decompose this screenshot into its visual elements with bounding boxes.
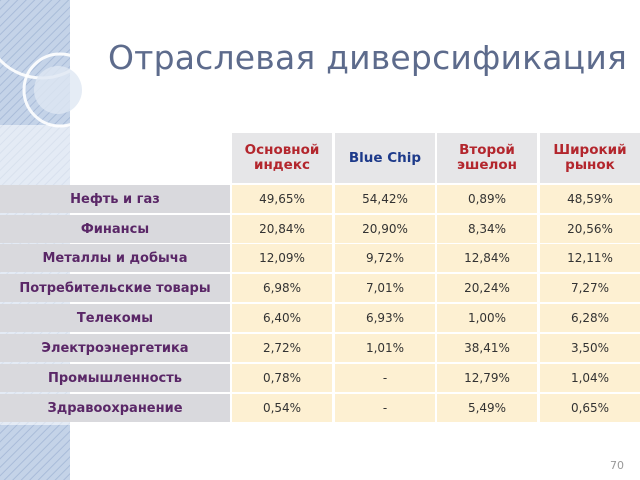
row-label: Финансы bbox=[0, 215, 230, 243]
row-label: Потребительские товары bbox=[0, 274, 230, 302]
value-cell: 1,04% bbox=[540, 364, 640, 392]
value-cell: 12,79% bbox=[437, 364, 537, 392]
value-cell: 0,89% bbox=[437, 185, 537, 213]
value-cell: 0,78% bbox=[232, 364, 332, 392]
value-cell: 5,49% bbox=[437, 394, 537, 422]
value-cell: 48,59% bbox=[540, 185, 640, 213]
value-cell: 49,65% bbox=[232, 185, 332, 213]
value-cell: 12,11% bbox=[540, 244, 640, 272]
value-cell: - bbox=[335, 394, 435, 422]
value-cell: - bbox=[335, 364, 435, 392]
value-cell: 0,65% bbox=[540, 394, 640, 422]
row-label: Здравоохранение bbox=[0, 394, 230, 422]
value-cell: 20,56% bbox=[540, 215, 640, 243]
deco-circle bbox=[22, 52, 98, 128]
value-cell: 20,84% bbox=[232, 215, 332, 243]
value-cell: 20,24% bbox=[437, 274, 537, 302]
value-cell: 12,09% bbox=[232, 244, 332, 272]
value-cell: 7,01% bbox=[335, 274, 435, 302]
value-cell: 6,98% bbox=[232, 274, 332, 302]
column-header: Основной индекс bbox=[232, 133, 332, 183]
value-cell: 8,34% bbox=[437, 215, 537, 243]
row-label: Металлы и добыча bbox=[0, 244, 230, 272]
row-label: Нефть и газ bbox=[0, 185, 230, 213]
slide-title: Отраслевая диверсификация bbox=[108, 38, 628, 77]
value-cell: 2,72% bbox=[232, 334, 332, 362]
column-header: Blue Chip bbox=[335, 133, 435, 183]
value-cell: 1,01% bbox=[335, 334, 435, 362]
value-cell: 9,72% bbox=[335, 244, 435, 272]
column-header: Широкий рынок bbox=[540, 133, 640, 183]
deco-circle bbox=[34, 66, 82, 114]
value-cell: 6,28% bbox=[540, 304, 640, 332]
row-label: Электроэнергетика bbox=[0, 334, 230, 362]
value-cell: 7,27% bbox=[540, 274, 640, 302]
value-cell: 3,50% bbox=[540, 334, 640, 362]
value-cell: 54,42% bbox=[335, 185, 435, 213]
value-cell: 6,40% bbox=[232, 304, 332, 332]
row-label: Телекомы bbox=[0, 304, 230, 332]
column-header: Второй эшелон bbox=[437, 133, 537, 183]
value-cell: 1,00% bbox=[437, 304, 537, 332]
row-label: Промышленность bbox=[0, 364, 230, 392]
value-cell: 0,54% bbox=[232, 394, 332, 422]
value-cell: 38,41% bbox=[437, 334, 537, 362]
page-number: 70 bbox=[610, 459, 624, 472]
value-cell: 20,90% bbox=[335, 215, 435, 243]
value-cell: 6,93% bbox=[335, 304, 435, 332]
value-cell: 12,84% bbox=[437, 244, 537, 272]
